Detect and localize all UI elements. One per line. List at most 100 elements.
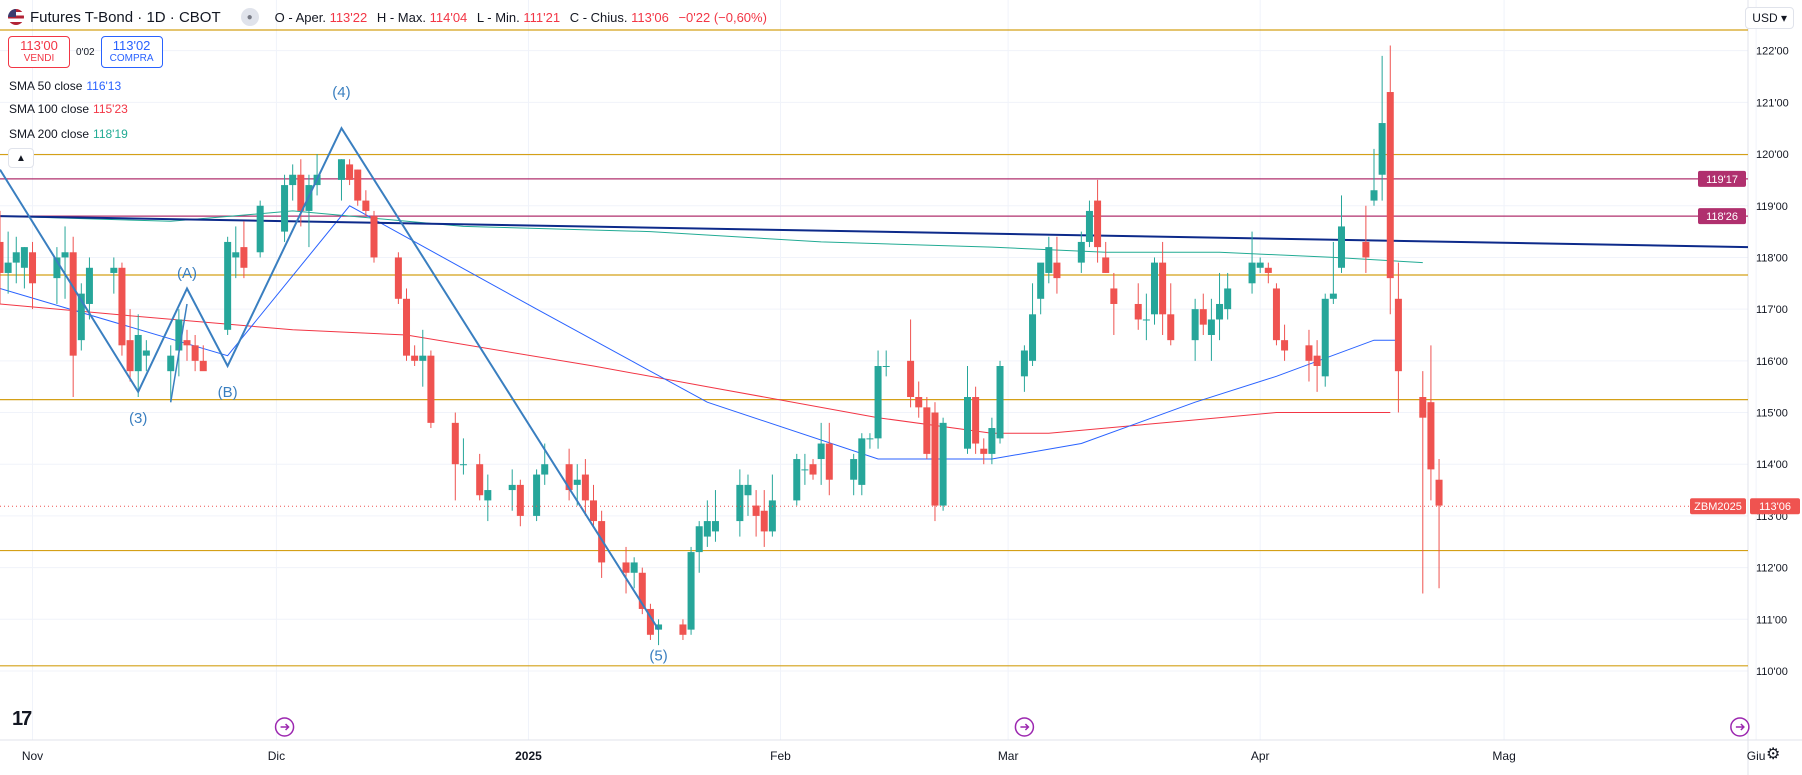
candle-down (1110, 288, 1118, 304)
candle-up (175, 319, 183, 351)
candle-down (354, 169, 362, 201)
sma200-legend[interactable]: SMA 200 close 118'19 (9, 127, 128, 141)
settings-gear-icon[interactable]: ⚙ (1766, 746, 1781, 763)
sma100-line (0, 303, 1391, 434)
candle-down (1313, 355, 1321, 366)
candle-down (427, 355, 435, 423)
level-price-tag (1698, 208, 1746, 225)
candle-up (12, 252, 20, 263)
candle-up (256, 205, 264, 253)
price-tick-label: 117'00 (1756, 304, 1788, 316)
sma200-label: SMA 200 close (9, 127, 90, 141)
candle-up (1216, 303, 1224, 320)
trend-line (0, 215, 1749, 249)
candle-down (1281, 340, 1289, 351)
candle-down (403, 298, 411, 356)
candle-up (736, 484, 744, 522)
sell-price: 113'00 (20, 38, 58, 53)
candle-up (1370, 190, 1378, 201)
candle-up (850, 459, 858, 480)
last-price-label: 113'06 (1759, 501, 1791, 513)
tradingview-logo-icon[interactable]: 17 (12, 708, 32, 730)
candle-up (533, 474, 541, 516)
sma50-value: 116'13 (86, 79, 122, 93)
time-tick-label: Nov (22, 749, 43, 763)
candle-up (110, 267, 118, 273)
candle-up (1020, 350, 1028, 377)
candle-up (882, 366, 890, 367)
collapse-legend-chevron-up-icon[interactable]: ▲ (8, 148, 34, 168)
symbol-tag-label: ZBM2025 (1694, 501, 1742, 513)
wave-label: (5) (649, 648, 667, 665)
candle-up (1337, 226, 1345, 268)
candle-down (1102, 257, 1110, 273)
candle-down (907, 360, 915, 398)
ohlc-low-label: L - Min. (476, 9, 520, 25)
sell-button[interactable]: 113'00 VENDI (8, 36, 70, 68)
candle-down (1167, 314, 1175, 341)
candle-up (1085, 210, 1093, 242)
candle-up (142, 350, 150, 356)
candle-down (191, 345, 199, 361)
candle-down (1435, 479, 1443, 506)
candle-up (793, 459, 801, 501)
trade-panel: 113'00 VENDI 0'02 113'02 COMPRA (8, 36, 163, 68)
level-price-label: 118'26 (1706, 211, 1738, 223)
candle-up (61, 252, 69, 258)
candle-down (972, 397, 980, 444)
currency-label: USD (1752, 11, 1778, 25)
candle-down (598, 521, 606, 563)
candle-down (240, 247, 248, 268)
candle-up (744, 484, 752, 496)
candle-up (768, 500, 776, 532)
price-tick-label: 121'00 (1756, 97, 1789, 109)
candle-up (963, 397, 971, 449)
elliott-wave-path-minor (169, 303, 188, 403)
time-tick-label: Dic (268, 749, 285, 763)
event-arrow-icon (1020, 723, 1030, 731)
candle-up (1150, 262, 1158, 315)
candle-down (923, 407, 931, 454)
candle-up (655, 624, 663, 630)
last-price-tag (1750, 498, 1800, 515)
candle-up (1142, 319, 1150, 321)
elliott-wave-path (0, 126, 660, 631)
candle-up (874, 366, 882, 439)
candle-up (996, 366, 1004, 439)
ohlc-low-value: 111'21 (523, 9, 561, 25)
candle-up (1207, 319, 1215, 335)
ohlc-close-value: 113'06 (631, 9, 669, 25)
ohlc-high-value: 114'04 (429, 9, 468, 25)
currency-selector[interactable]: USD ▾ (1745, 7, 1794, 29)
candle-down (476, 464, 484, 496)
price-tick-label: 112'00 (1756, 563, 1788, 575)
candle-down (1159, 262, 1167, 315)
candle-down (565, 464, 573, 491)
candle-down (1272, 288, 1280, 341)
candle-down (752, 505, 760, 516)
symbol-title[interactable]: Futures T-Bond · 1D · CBOT (30, 8, 221, 26)
candle-up (866, 438, 874, 440)
candle-up (4, 262, 12, 273)
candle-down (297, 174, 305, 211)
sma200-value: 118'19 (93, 127, 128, 141)
candle-up (1077, 241, 1085, 263)
ohlc-open-label: O - Aper. (274, 9, 326, 25)
candle-up (695, 526, 703, 553)
buy-button[interactable]: 113'02 COMPRA (100, 36, 163, 68)
visibility-toggle-icon[interactable]: ● (240, 8, 259, 26)
sell-label: VENDI (23, 53, 55, 64)
time-tick-label: Mag (1492, 749, 1515, 763)
spread-value: 0'02 (76, 46, 95, 58)
candle-up (337, 159, 345, 180)
candle-up (419, 355, 427, 361)
sma100-legend[interactable]: SMA 100 close 115'23 (9, 102, 128, 116)
price-tick-label: 122'00 (1756, 46, 1789, 58)
candle-up (1256, 262, 1264, 268)
candle-up (1248, 262, 1256, 284)
candle-up (1045, 247, 1053, 273)
sma50-legend[interactable]: SMA 50 close 116'13 (9, 79, 121, 93)
candle-down (69, 252, 77, 356)
candle-down (0, 241, 4, 273)
